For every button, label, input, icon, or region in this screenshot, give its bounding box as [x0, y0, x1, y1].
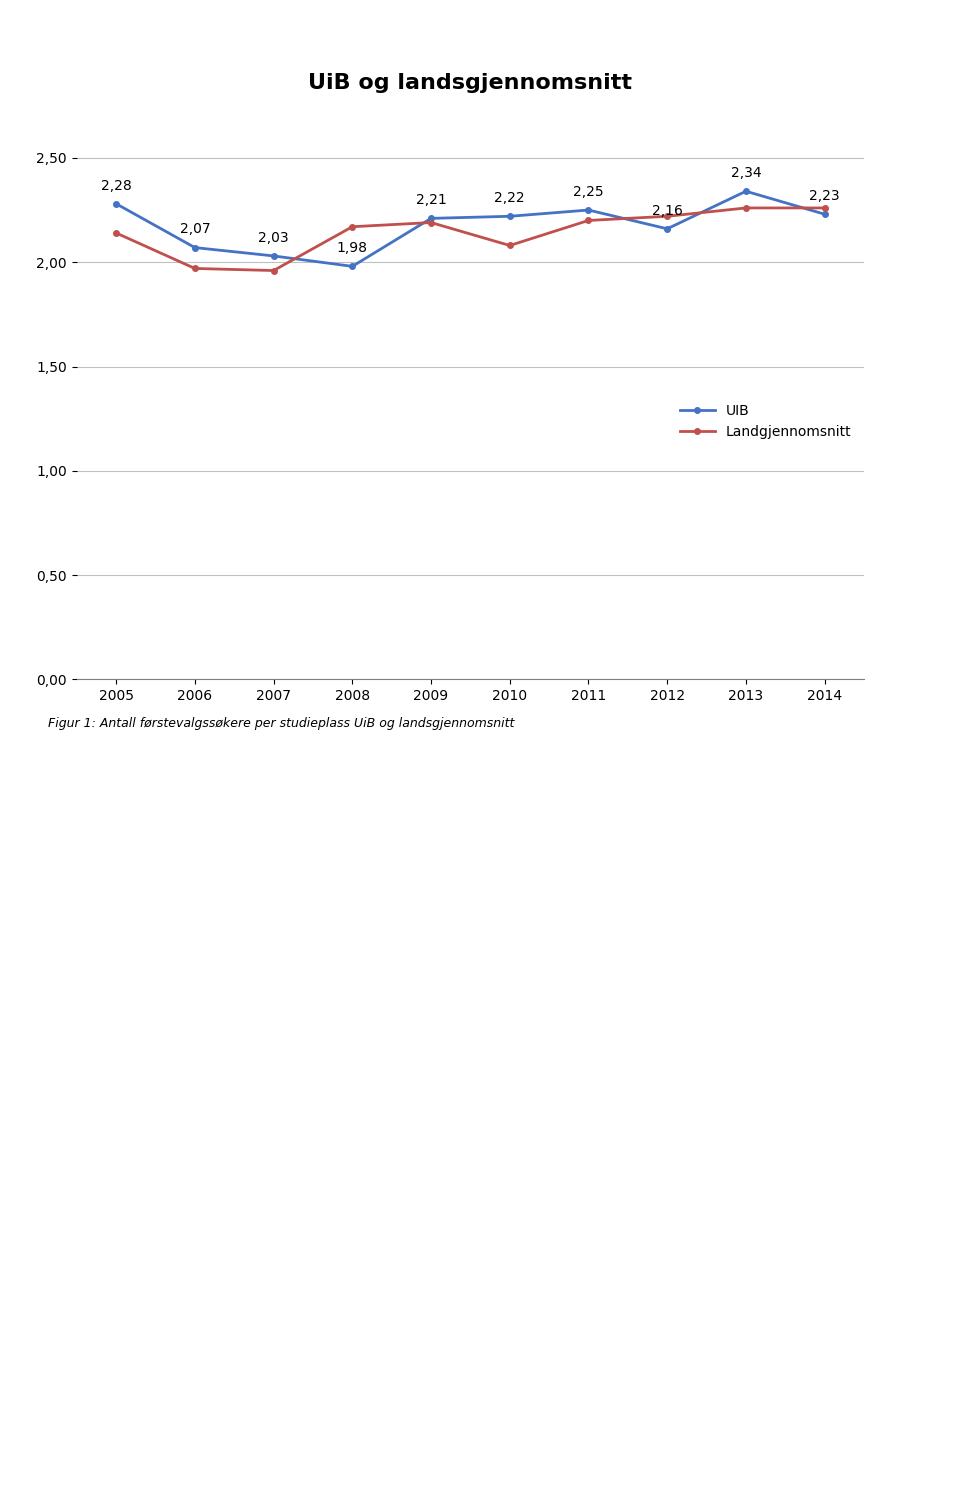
Text: 2,21: 2,21	[416, 193, 446, 207]
Text: 2,25: 2,25	[573, 184, 604, 199]
UIB	[347, 257, 358, 275]
Legend: UIB, Landgjennomsnitt: UIB, Landgjennomsnitt	[675, 399, 857, 444]
UIB	[189, 239, 201, 257]
UIB	[268, 246, 279, 264]
Text: 2,22: 2,22	[494, 192, 525, 205]
Line: Landgjennomsnitt: Landgjennomsnitt	[113, 205, 828, 273]
Text: 2,16: 2,16	[652, 204, 683, 217]
Landgjennomsnitt	[740, 199, 752, 217]
UIB	[583, 201, 594, 219]
Text: 2,23: 2,23	[809, 189, 840, 202]
Text: 2,34: 2,34	[731, 166, 761, 180]
UIB	[110, 195, 122, 213]
UIB	[819, 205, 830, 223]
Landgjennomsnitt	[583, 211, 594, 230]
Landgjennomsnitt	[425, 213, 437, 231]
UIB	[504, 207, 516, 225]
Landgjennomsnitt	[661, 207, 673, 225]
Landgjennomsnitt	[110, 223, 122, 242]
Text: Figur 1: Antall førstevalgssøkere per studieplass UiB og landsgjennomsnitt: Figur 1: Antall førstevalgssøkere per st…	[48, 717, 515, 731]
Landgjennomsnitt	[189, 260, 201, 278]
Line: UIB: UIB	[113, 189, 828, 269]
Landgjennomsnitt	[268, 261, 279, 279]
Landgjennomsnitt	[819, 199, 830, 217]
Landgjennomsnitt	[504, 237, 516, 255]
Text: 2,28: 2,28	[101, 178, 132, 193]
Text: 2,03: 2,03	[258, 231, 289, 245]
UIB	[740, 183, 752, 201]
Landgjennomsnitt	[347, 217, 358, 236]
Title: UiB og landsgjennomsnitt: UiB og landsgjennomsnitt	[308, 72, 633, 94]
UIB	[425, 210, 437, 228]
UIB	[661, 220, 673, 239]
Text: 1,98: 1,98	[337, 242, 368, 255]
Text: 2,07: 2,07	[180, 222, 210, 237]
